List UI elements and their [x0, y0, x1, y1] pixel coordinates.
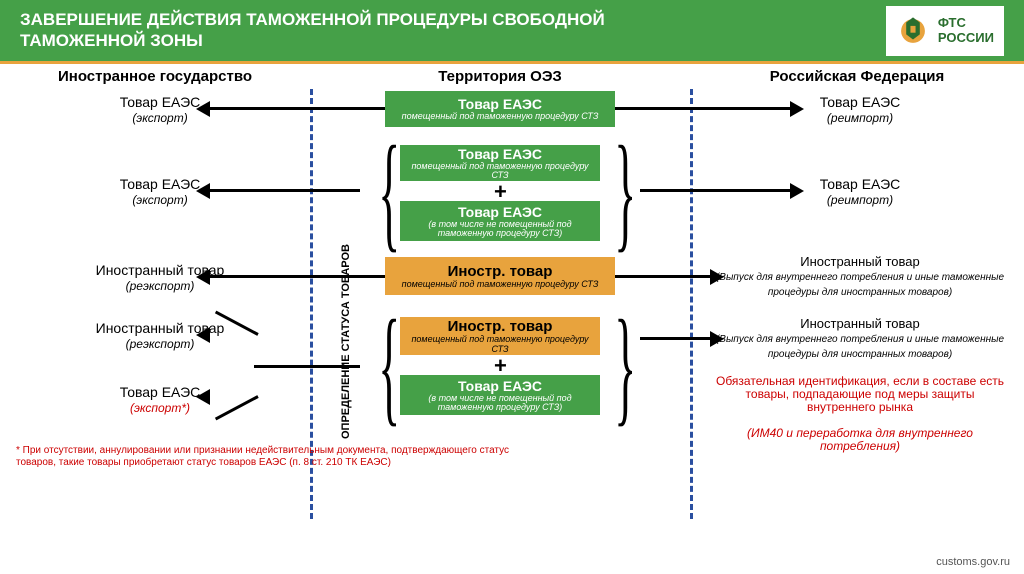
arrow-l3: [210, 275, 385, 278]
r-r2-t: Товар ЕАЭС: [820, 176, 901, 192]
box-3: Товар ЕАЭС (в том числе не помещенный по…: [400, 201, 600, 241]
box-6: Товар ЕАЭС (в том числе не помещенный по…: [400, 375, 600, 415]
arrow-l4a-head: [196, 327, 210, 343]
arrow-l2: [210, 189, 360, 192]
r-r1-s: (реимпорт): [827, 111, 893, 125]
left-r2: Товар ЕАЭС (экспорт): [30, 177, 290, 208]
left-r1: Товар ЕАЭС (экспорт): [30, 95, 290, 126]
arrow-l2-head: [196, 183, 210, 199]
page-title: ЗАВЕРШЕНИЕ ДЕЙСТВИЯ ТАМОЖЕННОЙ ПРОЦЕДУРЫ…: [20, 10, 640, 51]
l-r3-s: (реэкспорт): [126, 279, 195, 293]
r-r4-t: Иностранный товар: [800, 316, 920, 331]
r-r3-s: (Выпуск для внутреннего потребления и ин…: [716, 272, 1004, 297]
left-r4: Иностранный товар (реэкспорт): [30, 321, 290, 352]
box-1: Товар ЕАЭС помещенный под таможенную про…: [385, 91, 615, 127]
divider-right: [690, 89, 693, 519]
arrow-r3: [615, 275, 710, 278]
box-2: Товар ЕАЭС помещенный под таможенную про…: [400, 145, 600, 181]
logo: ФТС РОССИИ: [886, 6, 1004, 56]
l-r5-s: (экспорт*): [130, 401, 190, 415]
right-r6: (ИМ40 и переработка для внутреннего потр…: [710, 427, 1010, 453]
col-oez: Территория ОЭЗ: [310, 68, 690, 85]
b3-s: (в том числе не помещенный под таможенну…: [404, 220, 596, 239]
right-r2: Товар ЕАЭС (реимпорт): [710, 177, 1010, 208]
r-r3-t: Иностранный товар: [800, 254, 920, 269]
box-5: Иностр. товар помещенный под таможенную …: [400, 317, 600, 355]
logo-line2: РОССИИ: [938, 31, 994, 45]
logo-line1: ФТС: [938, 16, 994, 30]
header: ЗАВЕРШЕНИЕ ДЕЙСТВИЯ ТАМОЖЕННОЙ ПРОЦЕДУРЫ…: [0, 0, 1024, 64]
l-r2-t: Товар ЕАЭС: [120, 176, 201, 192]
brace-r1: }: [614, 117, 636, 267]
b5-t: Иностр. товар: [404, 318, 596, 335]
brace-l2: {: [378, 291, 400, 441]
b1-t: Товар ЕАЭС: [389, 96, 611, 112]
b3-t: Товар ЕАЭС: [404, 204, 596, 220]
brace-r2: }: [614, 291, 636, 441]
b4-t: Иностр. товар: [389, 263, 611, 280]
left-r3: Иностранный товар (реэкспорт): [30, 263, 290, 294]
b2-s: помещенный под таможенную процедуру СТЗ: [404, 162, 596, 181]
l-r1-s: (экспорт): [132, 111, 187, 125]
r-r4-s: (Выпуск для внутреннего потребления и ин…: [716, 334, 1004, 359]
brace-l1: {: [378, 117, 400, 267]
l-r1-t: Товар ЕАЭС: [120, 94, 201, 110]
emblem-icon: [896, 14, 930, 48]
b5-s: помещенный под таможенную процедуру СТЗ: [404, 335, 596, 354]
col-rf: Российская Федерация: [690, 68, 1024, 85]
footnote: * При отсутствии, аннулировании или приз…: [16, 445, 516, 468]
arrow-l1-head: [196, 101, 210, 117]
right-r3: Иностранный товар (Выпуск для внутреннег…: [710, 255, 1010, 298]
arrow-l3-head: [196, 269, 210, 285]
b6-t: Товар ЕАЭС: [404, 378, 596, 394]
logo-text: ФТС РОССИИ: [938, 16, 994, 45]
l-r5-t: Товар ЕАЭС: [120, 384, 201, 400]
l-r2-s: (экспорт): [132, 193, 187, 207]
box-4: Иностр. товар помещенный под таможенную …: [385, 257, 615, 295]
col-foreign: Иностранное государство: [0, 68, 310, 85]
arrow-r4: [640, 337, 710, 340]
right-r4: Иностранный товар (Выпуск для внутреннег…: [710, 317, 1010, 360]
b4-s: помещенный под таможенную процедуру СТЗ: [389, 280, 611, 289]
right-r1: Товар ЕАЭС (реимпорт): [710, 95, 1010, 126]
b1-s: помещенный под таможенную процедуру СТЗ: [389, 112, 611, 121]
url: customs.gov.ru: [936, 556, 1010, 568]
l-r4-s: (реэкспорт): [126, 337, 195, 351]
r-r2-s: (реимпорт): [827, 193, 893, 207]
right-r5: Обязательная идентификация, если в соста…: [710, 375, 1010, 415]
arrow-l1: [210, 107, 385, 110]
vertical-label: ОПРЕДЕЛЕНИЕ СТАТУСА ТОВАРОВ: [340, 244, 352, 439]
arrow-l4b-head: [196, 389, 210, 405]
diagram-area: Товар ЕАЭС (экспорт) Товар ЕАЭС помещенн…: [0, 89, 1024, 519]
r-r1-t: Товар ЕАЭС: [820, 94, 901, 110]
b6-s: (в том числе не помещенный под таможенну…: [404, 394, 596, 413]
b2-t: Товар ЕАЭС: [404, 146, 596, 162]
column-headers: Иностранное государство Территория ОЭЗ Р…: [0, 64, 1024, 89]
